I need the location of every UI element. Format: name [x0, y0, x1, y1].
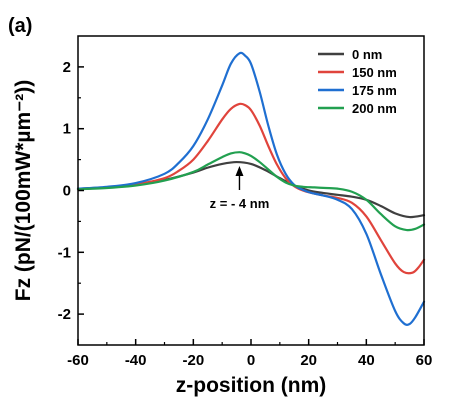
series-layer [76, 51, 426, 326]
annotation-arrow-head-icon [235, 166, 244, 176]
legend-label: 150 nm [352, 65, 397, 80]
x-tick-label: 0 [247, 352, 255, 369]
series-line-175-nm [76, 51, 426, 326]
y-axis-title: Fz (pN/(100mW*µm⁻²)) [12, 80, 35, 302]
x-axis-title: z-position (nm) [176, 374, 326, 397]
y-tick-label: -1 [58, 244, 71, 261]
legend: 0 nm 150 nm 175 nm 200 nm [318, 47, 397, 116]
series-line-150-nm [76, 102, 426, 275]
x-tick-label: -20 [182, 352, 204, 369]
panel-label: (a) [8, 15, 32, 37]
annotation: z = - 4 nm [210, 166, 270, 211]
x-tick-label: 20 [300, 352, 317, 369]
y-tick-label: 2 [63, 59, 71, 76]
legend-label: 200 nm [352, 101, 397, 116]
legend-label: 175 nm [352, 83, 397, 98]
x-tick-label: 60 [416, 352, 433, 369]
x-tick-label: 40 [358, 352, 375, 369]
y-tick-label: -2 [58, 306, 71, 323]
tick-layer: -60 -40 -20 0 20 40 60 -2 -1 0 1 2 [58, 59, 433, 369]
y-tick-label: 1 [63, 121, 71, 138]
x-tick-label: -40 [125, 352, 147, 369]
series-line-200-nm [76, 151, 426, 232]
x-tick-label: -60 [67, 352, 89, 369]
annotation-label: z = - 4 nm [210, 196, 270, 211]
legend-label: 0 nm [352, 47, 382, 62]
y-tick-label: 0 [63, 183, 71, 200]
